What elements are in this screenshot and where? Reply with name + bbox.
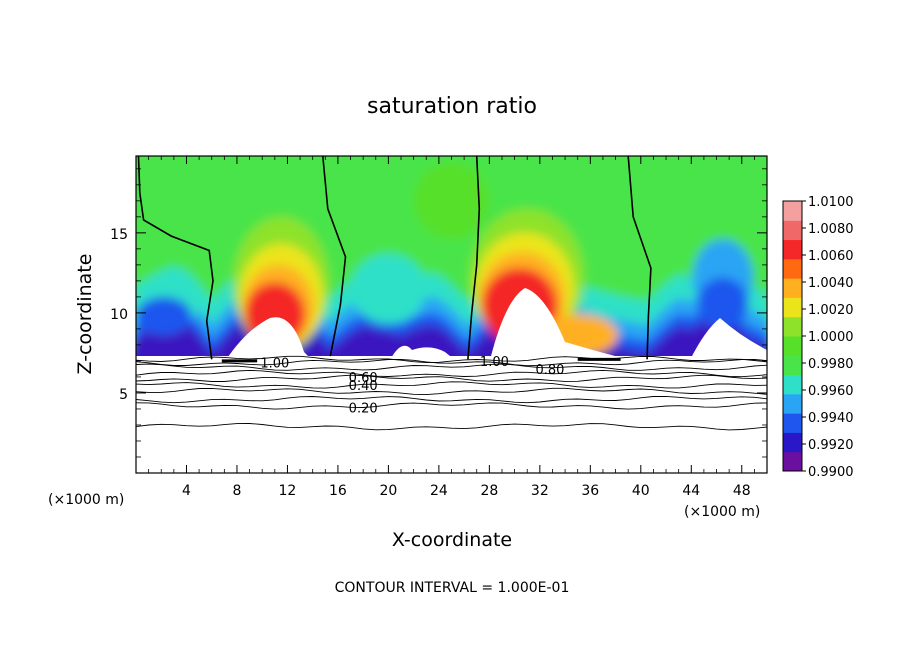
colorbar-swatch (783, 432, 802, 453)
contour-label: 1.00 (260, 357, 289, 372)
cloud-core-region (690, 318, 767, 360)
colorbar-tick-label: 0.9960 (808, 384, 854, 399)
x-tick-label: 12 (279, 483, 297, 499)
colorbar-swatch (783, 278, 802, 298)
colorbar-swatch (783, 413, 802, 433)
y-axis-label: Z-coordinate (74, 254, 96, 375)
colorbar-tick-label: 0.9980 (808, 357, 854, 372)
cloud-core-region (390, 345, 455, 360)
x-tick-label: 16 (329, 483, 347, 499)
x-axis-unit-right: (×1000 m) (684, 504, 760, 520)
cloud-core-region (490, 288, 630, 360)
x-axis-unit-left: (×1000 m) (48, 492, 124, 508)
x-tick-label: 40 (632, 483, 650, 499)
colorbar-swatch (783, 393, 802, 414)
colorbar-tick-label: 0.9900 (808, 465, 854, 480)
contour-line (136, 369, 767, 378)
contour-label: 1.00 (480, 355, 509, 370)
contour-line (136, 374, 767, 382)
colorbar-tick-label: 1.0020 (808, 303, 854, 318)
boundary-line (322, 156, 347, 357)
y-tick-label: 10 (110, 307, 128, 323)
x-tick-label: 24 (430, 483, 448, 499)
contour-label: 0.20 (349, 401, 378, 416)
boundary-line (137, 156, 214, 360)
contour-line (136, 423, 767, 431)
contour-interval-note: CONTOUR INTERVAL = 1.000E-01 (335, 580, 570, 596)
x-tick-label: 4 (182, 483, 191, 499)
heatmap-lobe (697, 277, 749, 329)
colorbar-tick-label: 1.0080 (808, 222, 854, 237)
x-tick-label: 44 (682, 483, 700, 499)
x-tick-label: 20 (379, 483, 397, 499)
colorbar-tick-label: 0.9940 (808, 411, 854, 426)
heatmap-lobe (350, 253, 427, 325)
boundary-line (467, 156, 481, 360)
colorbar-swatch (783, 316, 802, 337)
colorbar-swatch (783, 374, 802, 395)
contour-line (136, 358, 767, 367)
x-tick-label: 32 (531, 483, 549, 499)
colorbar-tick-label: 1.0040 (808, 276, 854, 291)
colorbar-swatch (783, 258, 802, 279)
chart-title: saturation ratio (367, 94, 537, 119)
contour-label: 0.60 (349, 371, 378, 386)
contour-line (136, 355, 767, 364)
colorbar-tick-label: 1.0000 (808, 330, 854, 345)
colorbar-swatch (783, 297, 802, 318)
x-tick-label: 28 (480, 483, 498, 499)
cloud-core-region (226, 317, 312, 360)
contour-line (136, 381, 767, 389)
colorbar-tick-label: 1.0100 (808, 195, 854, 210)
x-tick-label: 8 (232, 483, 241, 499)
colorbar-swatch (783, 239, 802, 260)
contour-label: 0.40 (349, 379, 378, 394)
colorbar-tick-label: 1.0060 (808, 249, 854, 264)
heatmap-lobe (413, 162, 490, 240)
colorbar-tick-label: 0.9920 (808, 438, 854, 453)
colorbar-swatch (783, 355, 802, 376)
x-axis-label: X-coordinate (392, 529, 512, 551)
colorbar-swatch (783, 201, 802, 221)
colorbar-swatch (783, 336, 802, 356)
colorbar-swatch (783, 451, 802, 472)
contour-line (136, 363, 767, 371)
contour-lines (136, 355, 767, 431)
y-axis-ticks: 5 10 15 (110, 168, 767, 458)
y-tick-label: 5 (119, 387, 128, 403)
contour-line (136, 395, 767, 404)
colorbar-swatch (783, 220, 802, 241)
boundary-line (627, 156, 652, 360)
x-axis-ticks: 4 8 12 16 20 24 28 32 36 40 44 48 (148, 156, 755, 499)
colorbar: 1.0100 1.0080 1.0060 1.0040 1.0020 1.0000 0.99… (782, 195, 854, 480)
heatmap-lobe (136, 296, 192, 336)
x-tick-label: 36 (581, 483, 599, 499)
saturation-boundary-lines (137, 156, 652, 360)
contour-line (136, 402, 767, 410)
heatmap-field (136, 156, 767, 473)
contour-labels: 1.00 0.600.40 0.20 1.00 0.80 (260, 355, 564, 416)
subcloud-region (136, 356, 767, 473)
y-tick-label: 15 (110, 227, 128, 243)
contour-line (136, 387, 767, 396)
contour-label: 0.80 (535, 363, 564, 378)
x-tick-label: 48 (733, 483, 751, 499)
